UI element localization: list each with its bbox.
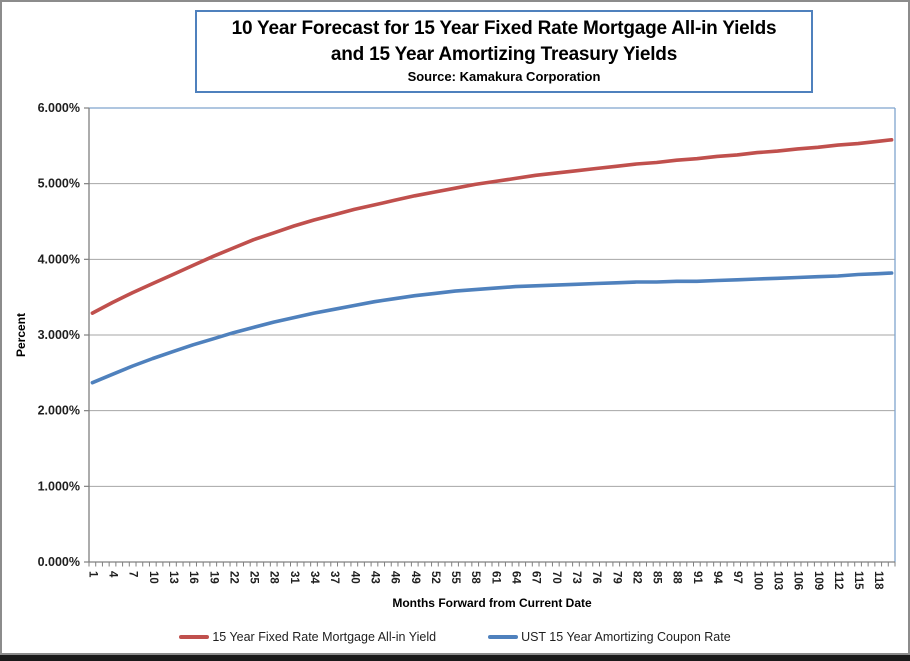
x-tick-label: 37	[328, 571, 340, 584]
x-tick-label: 70	[550, 571, 562, 584]
x-tick-label: 112	[832, 571, 844, 590]
x-tick-label: 10	[147, 571, 159, 584]
chart-title-line1: 10 Year Forecast for 15 Year Fixed Rate …	[231, 18, 777, 39]
x-tick-label: 1	[86, 571, 98, 578]
x-tick-label: 94	[711, 571, 723, 584]
x-tick-label: 97	[731, 571, 743, 584]
x-tick-label: 52	[429, 571, 441, 584]
y-tick-label: 2.000%	[38, 404, 80, 418]
x-tick-label: 49	[409, 571, 421, 584]
series-line-1	[90, 271, 894, 385]
legend-label: 15 Year Fixed Rate Mortgage All-in Yield	[212, 630, 437, 644]
y-tick-label: 3.000%	[38, 328, 80, 342]
x-tick-label: 109	[812, 571, 824, 590]
x-tick-label: 55	[449, 571, 461, 584]
x-tick-label: 25	[248, 571, 260, 584]
y-tick-label: 6.000%	[38, 101, 80, 115]
chart-title-line2: and 15 Year Amortizing Treasury Yields	[330, 44, 678, 65]
y-tick-label: 5.000%	[38, 177, 80, 191]
x-tick-label: 82	[630, 571, 642, 584]
x-tick-label: 76	[590, 571, 602, 584]
x-tick-label: 58	[469, 571, 481, 584]
x-tick-label: 7	[127, 571, 139, 577]
legend-label: UST 15 Year Amortizing Coupon Rate	[521, 630, 731, 644]
x-tick-label: 88	[671, 571, 683, 584]
series-line-0	[90, 138, 894, 315]
x-tick-label: 85	[651, 571, 663, 584]
x-tick-label: 115	[852, 571, 864, 590]
legend-item: 15 Year Fixed Rate Mortgage All-in Yield	[179, 630, 436, 644]
y-axis-title: Percent	[14, 313, 28, 357]
x-tick-label: 34	[308, 571, 320, 584]
chart-title-box: 10 Year Forecast for 15 Year Fixed Rate …	[195, 10, 813, 93]
x-tick-label: 64	[510, 571, 522, 584]
x-tick-label: 106	[792, 571, 804, 590]
x-tick-label: 100	[751, 571, 763, 590]
chart-source: Source: Kamakura Corporation	[407, 69, 601, 84]
x-tick-label: 22	[227, 571, 239, 584]
x-tick-label: 67	[530, 571, 542, 584]
x-tick-label: 79	[610, 571, 622, 584]
chart-legend: 15 Year Fixed Rate Mortgage All-in Yield…	[0, 630, 910, 644]
y-tick-label: 1.000%	[38, 479, 80, 493]
x-axis-title: Months Forward from Current Date	[392, 596, 592, 610]
x-tick-label: 73	[570, 571, 582, 584]
x-tick-label: 13	[167, 571, 179, 584]
y-tick-label: 4.000%	[38, 252, 80, 266]
x-tick-label: 43	[368, 571, 380, 584]
legend-line-swatch	[179, 635, 210, 639]
x-tick-label: 40	[348, 571, 360, 584]
x-tick-label: 31	[288, 571, 300, 584]
x-tick-label: 16	[187, 571, 199, 584]
x-tick-label: 4	[107, 571, 119, 578]
x-tick-label: 28	[268, 571, 280, 584]
y-tick-label: 0.000%	[38, 555, 80, 569]
legend-item: UST 15 Year Amortizing Coupon Rate	[488, 630, 731, 644]
x-tick-label: 91	[691, 571, 703, 584]
x-tick-label: 118	[872, 571, 884, 590]
legend-line-swatch	[488, 635, 519, 639]
x-tick-label: 46	[389, 571, 401, 584]
x-tick-label: 103	[771, 571, 783, 590]
x-tick-label: 61	[489, 571, 501, 584]
x-tick-label: 19	[207, 571, 219, 584]
bottom-window-edge	[0, 655, 910, 661]
